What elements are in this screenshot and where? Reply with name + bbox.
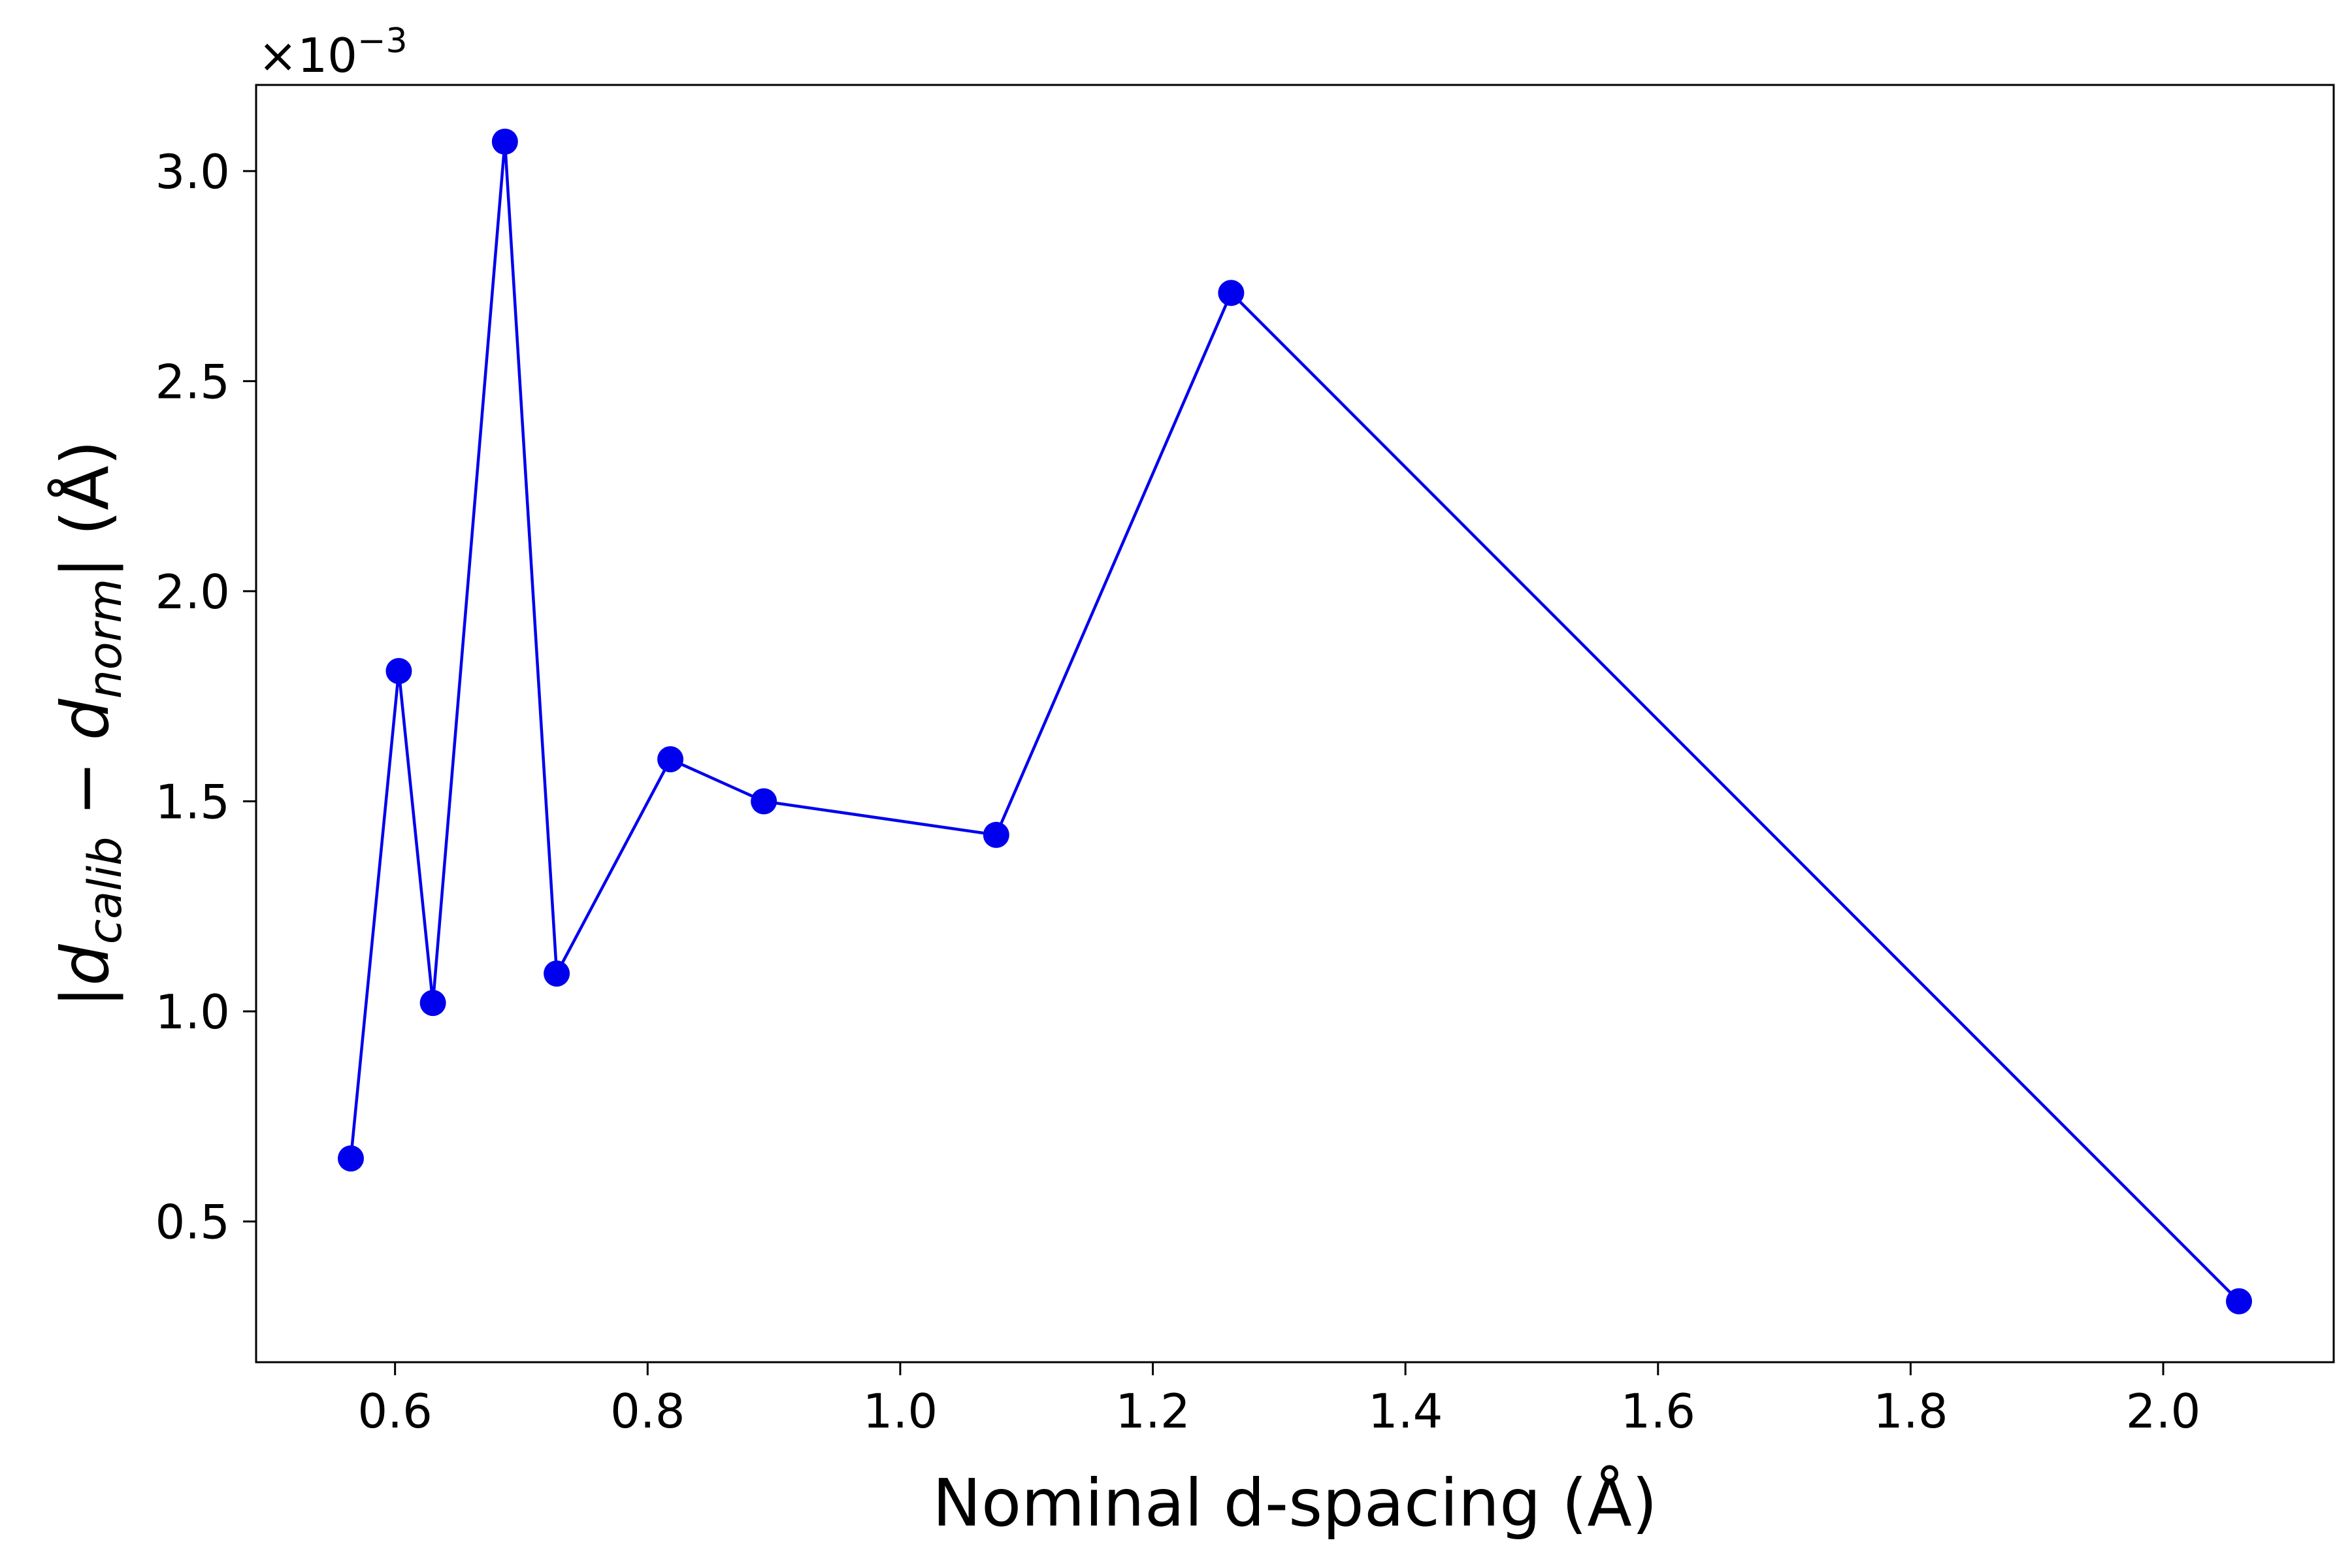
x-tick-label: 2.0	[2126, 1384, 2201, 1439]
y-tick-label: 1.5	[155, 774, 230, 829]
data-point	[419, 990, 446, 1017]
data-point	[491, 128, 518, 155]
data-point	[2226, 1288, 2253, 1315]
y-axis-title: |dcalib − dnorm| (Å)	[46, 440, 132, 1008]
data-point	[751, 788, 777, 815]
data-point	[1218, 280, 1245, 306]
data-point	[983, 821, 1009, 848]
x-tick-label: 1.4	[1368, 1384, 1443, 1439]
data-point	[544, 960, 570, 987]
x-tick-label: 1.0	[863, 1384, 938, 1439]
y-axis-ticks: 0.5 1.0 1.5 2.0 2.5 3.0	[155, 144, 256, 1250]
y-tick-label: 3.0	[155, 144, 230, 199]
y-tick-label: 2.5	[155, 354, 230, 409]
x-tick-label: 1.2	[1115, 1384, 1190, 1439]
x-tick-label: 0.6	[357, 1384, 433, 1439]
data-point	[657, 746, 684, 773]
series-layer	[337, 128, 2253, 1315]
plot-frame	[255, 84, 2335, 1364]
y-tick-label: 0.5	[155, 1195, 230, 1250]
series-line	[349, 140, 2240, 1303]
y-tick-label: 1.0	[155, 985, 230, 1039]
x-tick-label: 0.8	[610, 1384, 685, 1439]
y-tick-label: 2.0	[155, 564, 230, 619]
data-point	[337, 1145, 364, 1172]
y-offset-label: ×10−3	[258, 22, 408, 83]
x-tick-label: 1.6	[1621, 1384, 1696, 1439]
x-axis-ticks: 0.6 0.8 1.0 1.2 1.4 1.6 1.8 2.0	[357, 1362, 2200, 1439]
x-axis-title: Nominal d-spacing (Å)	[932, 1464, 1658, 1541]
x-tick-label: 1.8	[1873, 1384, 1948, 1439]
data-point	[385, 658, 412, 685]
